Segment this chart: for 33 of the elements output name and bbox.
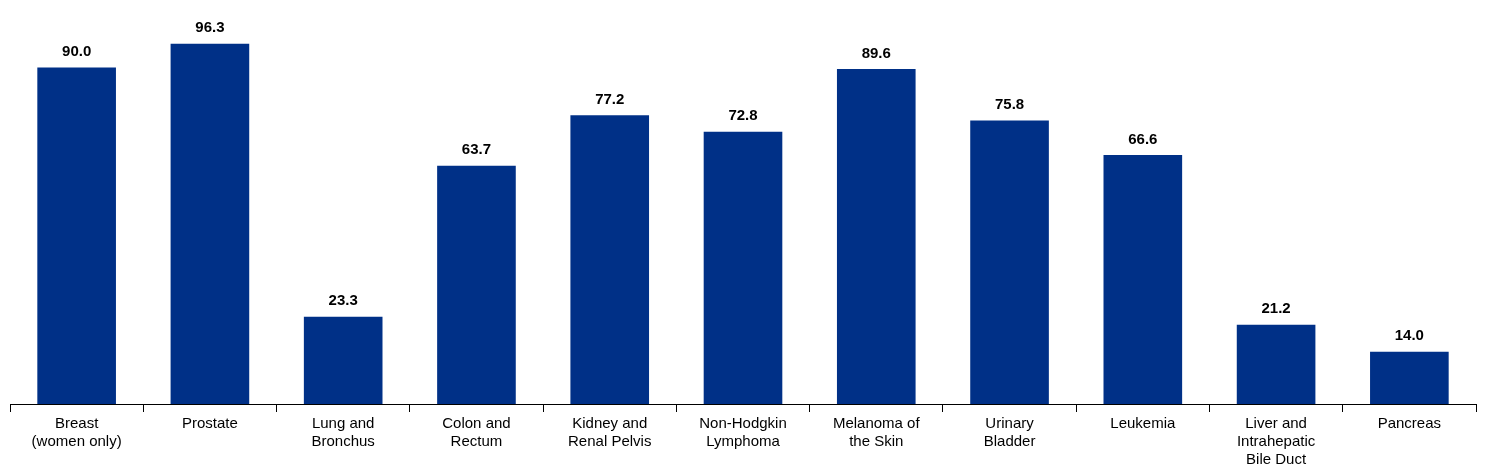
x-tick-label: Kidney and Renal Pelvis <box>568 414 652 450</box>
data-label: 66.6 <box>1128 129 1158 147</box>
x-tick-label: Prostate <box>181 414 238 432</box>
bar <box>570 115 650 404</box>
x-tick-label: Urinary Bladder <box>983 414 1036 450</box>
bar <box>170 43 250 404</box>
bar <box>37 67 116 404</box>
data-label: 89.6 <box>861 43 891 61</box>
data-label: 23.3 <box>328 291 358 309</box>
bar <box>836 68 916 404</box>
data-label: 96.3 <box>195 18 225 36</box>
data-label: 14.0 <box>1394 326 1424 344</box>
data-label: 75.8 <box>994 95 1025 113</box>
bar <box>437 165 516 404</box>
bar <box>970 120 1049 404</box>
x-tick-label: Lung and Bronchus <box>311 414 375 450</box>
bar <box>303 316 383 404</box>
data-label: 72.8 <box>728 106 758 124</box>
bar <box>1103 154 1183 404</box>
data-label: 63.7 <box>461 140 492 158</box>
bar <box>1236 324 1316 404</box>
bar <box>703 131 783 404</box>
data-label: 21.2 <box>1261 299 1291 317</box>
data-label: 77.2 <box>595 89 625 107</box>
data-label: 90.0 <box>62 42 92 60</box>
x-tick-label: Liver and Intrahepatic Bile Duct <box>1236 414 1316 468</box>
bar <box>1370 351 1449 404</box>
x-tick-label: Leukemia <box>1110 414 1176 432</box>
x-tick-label: Pancreas <box>1377 414 1442 432</box>
x-tick-label: Melanoma of the Skin <box>832 414 921 450</box>
x-tick-label: Colon and Rectum <box>442 414 511 450</box>
x-tick-label: Breast (women only) <box>31 414 122 450</box>
x-tick-label: Non-Hodgkin Lymphoma <box>699 414 787 450</box>
